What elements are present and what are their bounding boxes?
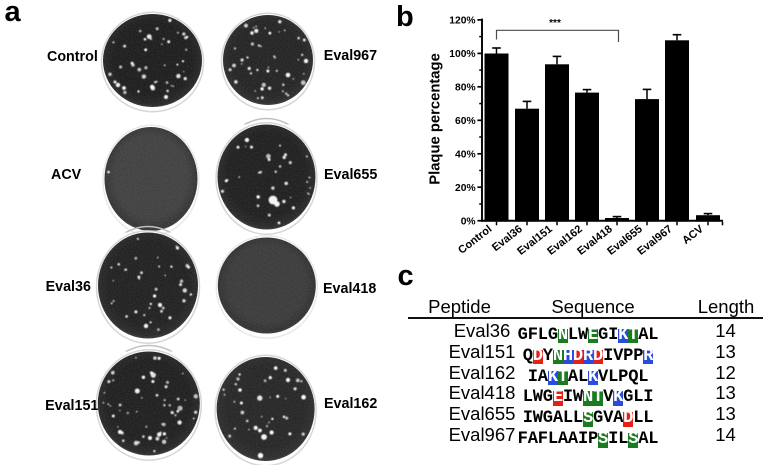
svg-text:20%: 20% bbox=[455, 183, 476, 194]
svg-text:ACV: ACV bbox=[680, 223, 706, 247]
svg-text:40%: 40% bbox=[455, 149, 476, 160]
svg-text:Plaque percentage: Plaque percentage bbox=[428, 53, 444, 185]
svg-text:0%: 0% bbox=[461, 216, 476, 227]
svg-text:***: *** bbox=[549, 18, 561, 29]
svg-text:Control: Control bbox=[456, 223, 494, 257]
svg-text:120%: 120% bbox=[449, 16, 475, 27]
svg-text:80%: 80% bbox=[455, 82, 476, 93]
svg-text:100%: 100% bbox=[449, 49, 475, 60]
svg-text:60%: 60% bbox=[455, 116, 476, 127]
